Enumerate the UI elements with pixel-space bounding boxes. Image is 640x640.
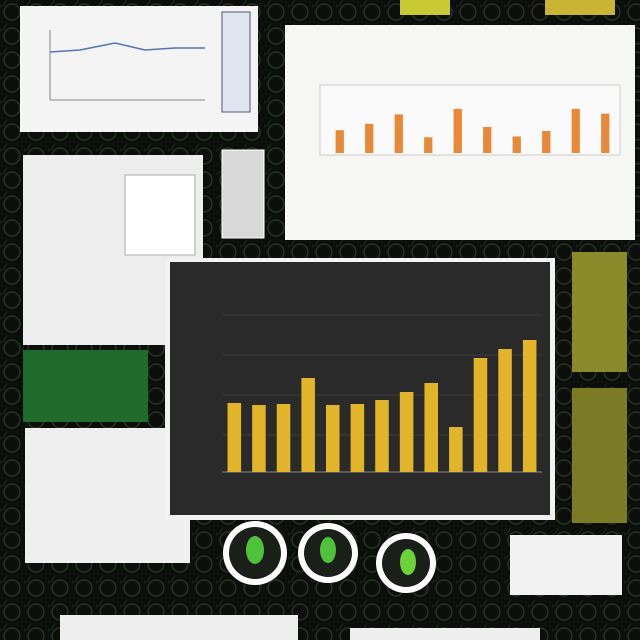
bar xyxy=(365,123,374,153)
thumbnail xyxy=(25,428,190,563)
thumbnail xyxy=(60,615,298,640)
thumbnail xyxy=(23,350,148,422)
line-chart-panel xyxy=(20,6,258,132)
thumbnail xyxy=(124,174,196,256)
bar xyxy=(424,383,438,472)
thumbnail xyxy=(350,628,540,640)
bar xyxy=(512,136,521,153)
bar xyxy=(326,405,340,472)
thumbnail xyxy=(572,388,627,523)
bar xyxy=(252,405,266,472)
bar xyxy=(522,340,537,472)
bar xyxy=(473,358,488,472)
bar xyxy=(394,114,403,153)
main-chart-panel xyxy=(170,262,550,515)
thumbnail xyxy=(221,149,265,239)
bar xyxy=(453,108,462,153)
bar xyxy=(571,108,580,153)
bar xyxy=(335,130,344,153)
bar xyxy=(498,349,512,472)
thumbnail xyxy=(510,535,622,595)
bar xyxy=(399,392,414,472)
bar xyxy=(350,404,365,472)
thumbnail xyxy=(400,0,450,15)
bar xyxy=(375,400,389,472)
bar xyxy=(424,137,433,153)
bar xyxy=(301,378,315,472)
bar xyxy=(227,403,242,472)
bar xyxy=(276,404,291,472)
bar xyxy=(601,113,610,153)
thumbnail xyxy=(572,252,627,372)
thumbnail xyxy=(545,0,615,15)
bar xyxy=(483,127,492,153)
bar xyxy=(449,427,463,472)
bar xyxy=(542,130,551,153)
